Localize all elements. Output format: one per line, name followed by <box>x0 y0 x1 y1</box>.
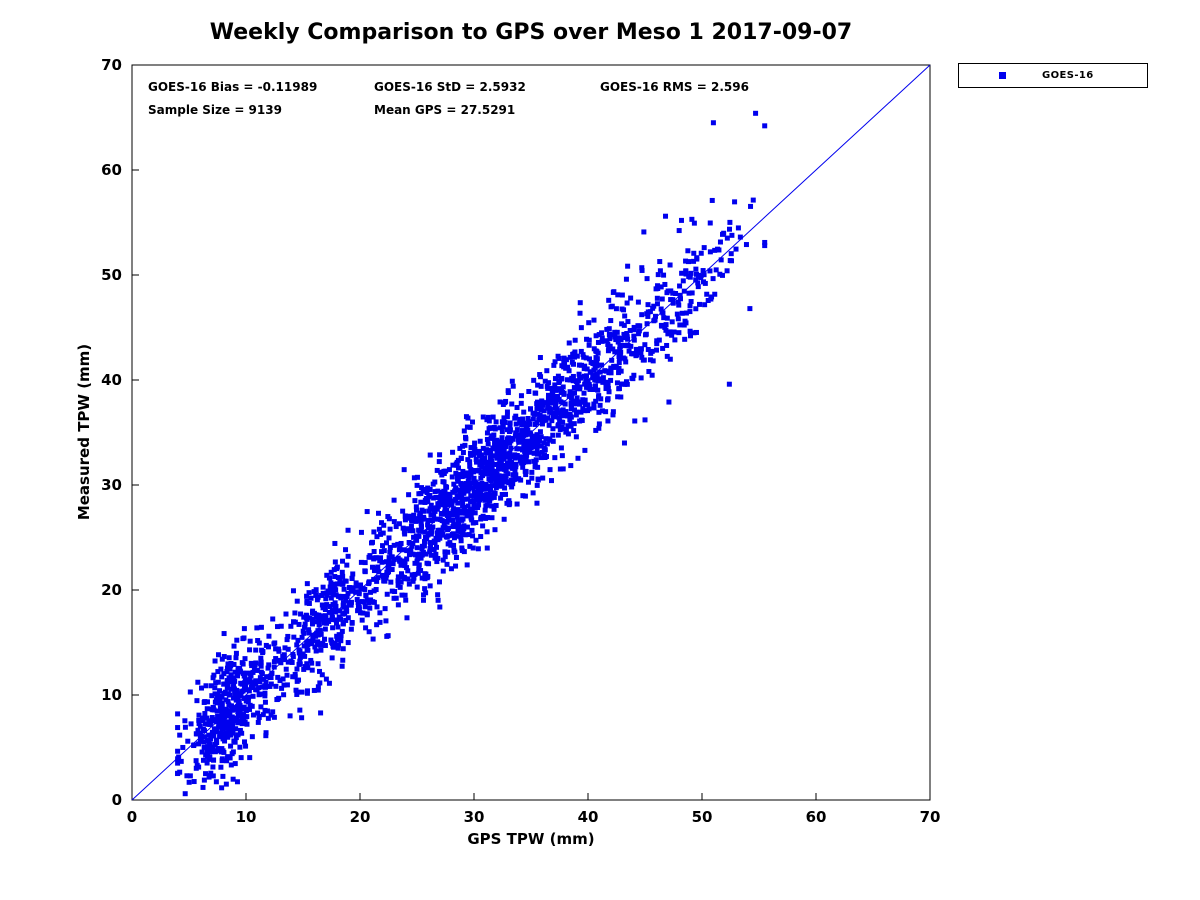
svg-text:40: 40 <box>101 371 122 389</box>
svg-text:50: 50 <box>101 266 122 284</box>
legend: GOES-16 <box>958 63 1148 88</box>
stat-bias: GOES-16 Bias = -0.11989 <box>148 80 318 94</box>
x-axis-label: GPS TPW (mm) <box>467 830 595 848</box>
svg-text:20: 20 <box>350 808 371 826</box>
svg-text:20: 20 <box>101 581 122 599</box>
svg-text:70: 70 <box>101 56 122 74</box>
svg-text:0: 0 <box>112 791 122 809</box>
svg-text:40: 40 <box>578 808 599 826</box>
svg-text:10: 10 <box>236 808 257 826</box>
svg-text:30: 30 <box>464 808 485 826</box>
legend-marker-square-icon <box>999 72 1006 79</box>
chart-title: Weekly Comparison to GPS over Meso 1 201… <box>209 20 853 45</box>
stat-sample-size: Sample Size = 9139 <box>148 103 282 117</box>
svg-text:10: 10 <box>101 686 122 704</box>
svg-text:70: 70 <box>920 808 941 826</box>
stat-std: GOES-16 StD = 2.5932 <box>374 80 526 94</box>
svg-text:50: 50 <box>692 808 713 826</box>
svg-text:0: 0 <box>127 808 137 826</box>
y-axis-label: Measured TPW (mm) <box>75 343 93 521</box>
svg-text:60: 60 <box>101 161 122 179</box>
stat-rms: GOES-16 RMS = 2.596 <box>600 80 749 94</box>
svg-text:30: 30 <box>101 476 122 494</box>
svg-text:60: 60 <box>806 808 827 826</box>
legend-label-goes16: GOES-16 <box>1042 70 1094 81</box>
stat-mean-gps: Mean GPS = 27.5291 <box>374 103 516 117</box>
